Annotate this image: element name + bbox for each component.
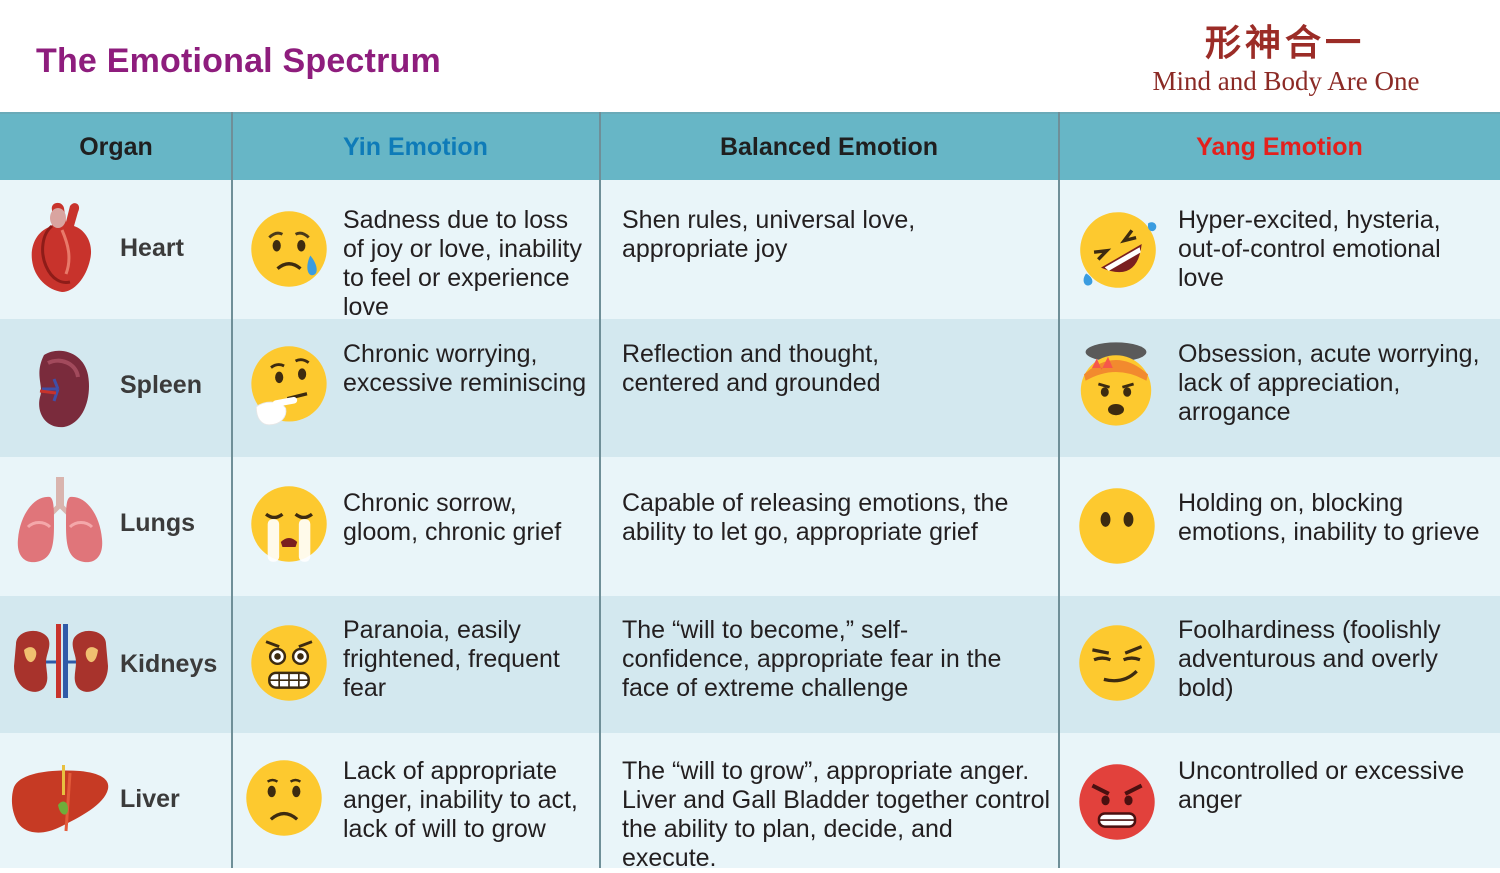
header-yang: Yang Emotion	[1196, 133, 1363, 161]
organ-name-liver: Liver	[120, 785, 180, 813]
organ-name-lungs: Lungs	[120, 509, 195, 537]
table-row-liver: Liver Lack of appropriate anger, inabili…	[0, 733, 1500, 872]
balanced-text-spleen: Reflection and thought, centered and gro…	[622, 340, 881, 397]
page-title: The Emotional Spectrum	[36, 42, 441, 80]
yin-text-spleen: Chronic worrying, excessive reminiscing	[343, 340, 587, 397]
column-divider	[599, 112, 601, 868]
header: The Emotional Spectrum 形神合一 Mind and Bod…	[0, 0, 1500, 112]
smirk-emoji-icon	[1079, 625, 1155, 701]
yang-text-spleen: Obsession, acute worrying, lack of appre…	[1178, 340, 1480, 426]
frowning-emoji-icon	[246, 760, 322, 836]
yang-text-kidneys: Foolhardiness (foolishly adventurous and…	[1178, 616, 1441, 702]
table-row-kidneys: Kidneys Paranoia, easily frightened, fre…	[0, 596, 1500, 733]
emotion-table: Organ Yin Emotion Balanced Emotion Yang …	[0, 112, 1500, 872]
table-header-row: Organ Yin Emotion Balanced Emotion Yang …	[0, 112, 1500, 180]
liver-organ-icon	[11, 765, 109, 833]
lungs-organ-icon	[17, 477, 103, 563]
thinking-emoji-icon	[251, 346, 327, 426]
brand-chinese: 形神合一	[1204, 22, 1365, 64]
yin-text-lungs: Chronic sorrow, gloom, chronic grief	[343, 489, 562, 546]
spleen-organ-icon	[39, 350, 89, 428]
yang-text-lungs: Holding on, blocking emotions, inability…	[1178, 489, 1480, 546]
yin-text-liver: Lack of appropriate anger, inability to …	[343, 757, 578, 843]
balanced-text-lungs: Capable of releasing emotions, the abili…	[622, 489, 1009, 546]
balanced-text-heart: Shen rules, universal love, appropriate …	[622, 206, 916, 263]
balanced-text-liver: The “will to grow”, appropriate anger. L…	[622, 757, 1051, 872]
column-divider	[1058, 112, 1060, 868]
yang-text-heart: Hyper-excited, hysteria, out-of-control …	[1178, 206, 1441, 292]
crying-emoji-icon	[251, 486, 327, 562]
header-organ: Organ	[79, 133, 153, 161]
heart-organ-icon	[31, 202, 92, 292]
yang-text-liver: Uncontrolled or excessive anger	[1178, 757, 1465, 814]
balanced-text-kidneys: The “will to become,” self-confidence, a…	[622, 616, 1002, 702]
table-row-spleen: Spleen Chronic worrying, excessive remin…	[0, 319, 1500, 457]
brand-tagline: Mind and Body Are One	[1152, 66, 1420, 96]
header-yin: Yin Emotion	[343, 133, 488, 161]
kidneys-organ-icon	[14, 624, 108, 698]
no-mouth-emoji-icon	[1079, 488, 1155, 564]
exploding-head-emoji-icon	[1080, 342, 1152, 426]
sad-tear-emoji-icon	[251, 211, 327, 287]
grimacing-fear-emoji-icon	[251, 625, 327, 701]
yin-text-heart: Sadness due to loss of joy or love, inab…	[343, 206, 583, 321]
rolling-laughing-emoji-icon	[1080, 212, 1157, 288]
angry-red-emoji-icon	[1079, 764, 1155, 840]
organ-name-heart: Heart	[120, 234, 184, 262]
header-balanced: Balanced Emotion	[719, 133, 939, 161]
table-row-heart: Heart Sadness due to loss of joy or love…	[0, 180, 1500, 321]
organ-name-kidneys: Kidneys	[120, 650, 218, 678]
organ-name-spleen: Spleen	[120, 371, 202, 399]
yin-text-kidneys: Paranoia, easily frightened, frequent fe…	[343, 616, 560, 702]
table-row-lungs: Lungs Chronic sorrow, gloom, chronic gri…	[0, 457, 1500, 596]
column-divider	[231, 112, 233, 868]
